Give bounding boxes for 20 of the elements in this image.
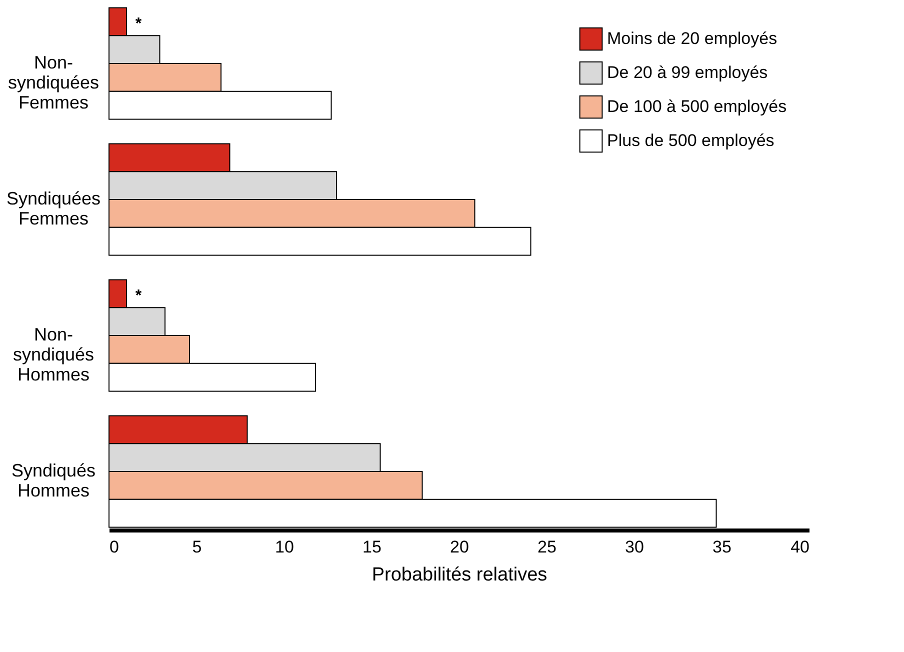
x-tick-label: 25 bbox=[538, 538, 556, 556]
legend-label: De 100 à 500 employés bbox=[607, 97, 787, 116]
x-tick-label: 30 bbox=[625, 538, 644, 556]
x-tick-label: 10 bbox=[275, 538, 294, 556]
y-tick-label: Non- syndiquées Femmes bbox=[8, 52, 100, 112]
x-tick-label: 5 bbox=[192, 538, 202, 556]
x-tick-label: 0 bbox=[110, 538, 119, 556]
x-tick-label: 35 bbox=[712, 538, 732, 556]
y-tick-label: Syndiquées Femmes bbox=[6, 188, 101, 228]
legend-label: De 20 à 99 employés bbox=[607, 63, 768, 82]
x-tick-label: 20 bbox=[450, 538, 469, 556]
y-tick-label: Non- syndiqués Hommes bbox=[12, 324, 94, 385]
x-tick-label: 15 bbox=[362, 538, 382, 556]
annotation: * bbox=[135, 288, 142, 305]
legend-label: Moins de 20 employés bbox=[607, 29, 778, 48]
annotation: * bbox=[135, 16, 142, 33]
legend-label: Plus de 500 employés bbox=[607, 131, 774, 150]
x-axis-title: Probabilités relatives bbox=[372, 564, 548, 586]
x-tick-label: 40 bbox=[790, 538, 810, 556]
y-tick-label: Syndiqués Hommes bbox=[11, 460, 96, 501]
